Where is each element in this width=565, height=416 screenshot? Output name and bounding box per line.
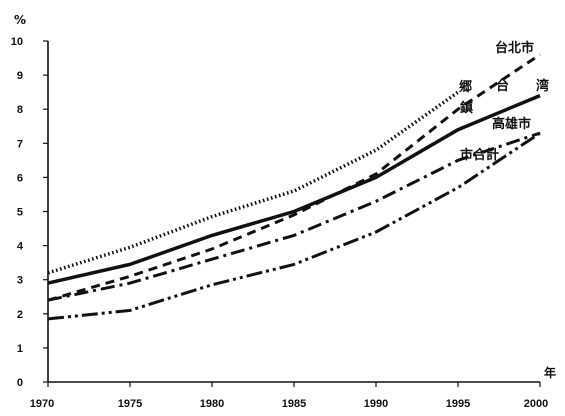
series-label-taipei-city: 台北市: [495, 40, 534, 56]
series-label-cities-total: 市合計: [460, 147, 499, 163]
y-tick-label: 1: [17, 343, 23, 355]
series-label-kaohsiung-city: 高雄市: [492, 116, 531, 132]
x-tick-label: 1990: [364, 398, 388, 410]
y-tick-label: 6: [17, 172, 23, 184]
series-lines: [47, 53, 541, 321]
y-unit-label: %: [14, 13, 26, 27]
y-tick-label: 4: [17, 241, 24, 253]
y-tick-label: 5: [17, 207, 23, 219]
series-label-taiwan: 台湾: [496, 78, 549, 94]
y-tick-label: 10: [11, 36, 23, 48]
x-tick-label: 1975: [118, 398, 142, 410]
x-tick-label: 2000: [524, 398, 548, 410]
series-line-taiwan: [47, 93, 541, 285]
x-tick-label: 1970: [30, 398, 54, 410]
series-line-kaohsiung-city: [47, 131, 541, 302]
y-tick-label: 7: [17, 138, 23, 150]
tick-marks: 0 1 2 3 4 5 6 7 8 9 10 1970 1975 1980 1985 1990 1995 2000…: [11, 13, 556, 410]
y-tick-label: 8: [17, 104, 23, 116]
x-tick-label: 1995: [446, 398, 470, 410]
series-line-taipei-city: [47, 53, 541, 302]
series-label-townships: 郷鎮: [459, 80, 473, 116]
series-line-townships: [47, 90, 460, 275]
x-tick-label: 1985: [282, 398, 306, 410]
series-line-cities-total: [47, 131, 541, 321]
x-unit-label: 年: [544, 365, 556, 380]
y-tick-label: 3: [17, 275, 23, 287]
y-tick-label: 2: [17, 309, 23, 321]
y-tick-label: 9: [17, 70, 23, 82]
x-tick-label: 1980: [200, 398, 224, 410]
y-tick-label: 0: [17, 377, 23, 389]
